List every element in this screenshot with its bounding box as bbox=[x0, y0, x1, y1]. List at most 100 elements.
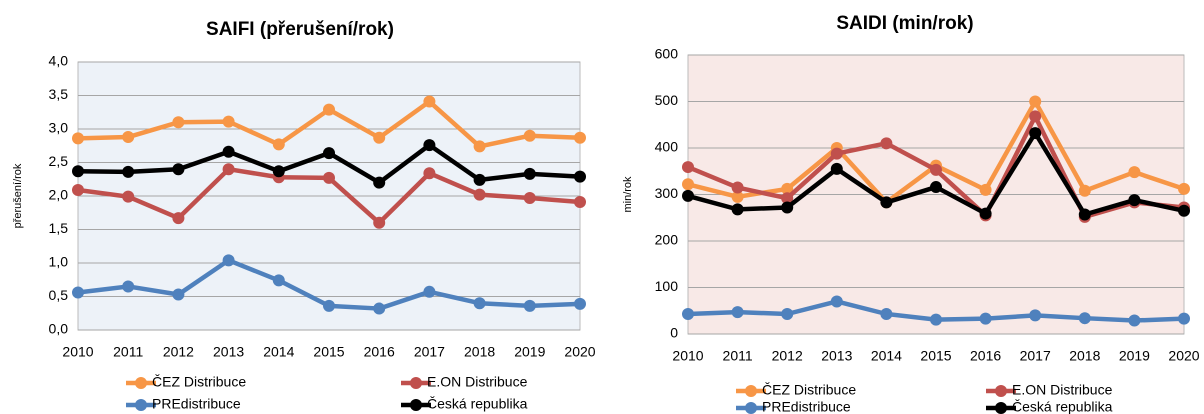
data-point bbox=[72, 183, 84, 196]
data-point bbox=[731, 203, 744, 216]
data-point bbox=[574, 196, 586, 209]
x-tick-label: 2015 bbox=[313, 344, 344, 360]
data-point bbox=[172, 288, 185, 301]
legend-label: Česká republika bbox=[427, 396, 528, 412]
data-point bbox=[830, 162, 843, 175]
data-point bbox=[473, 297, 486, 310]
x-tick-label: 2012 bbox=[772, 348, 803, 364]
data-point bbox=[72, 165, 84, 178]
y-tick-label: 1,0 bbox=[49, 254, 69, 270]
x-tick-label: 2017 bbox=[414, 344, 445, 360]
legend-label: PREdistribuce bbox=[762, 399, 851, 414]
data-point bbox=[1078, 312, 1091, 325]
data-point bbox=[122, 131, 135, 144]
legend-label: E.ON Distribuce bbox=[427, 374, 528, 390]
data-point bbox=[731, 306, 744, 319]
data-point bbox=[272, 274, 285, 287]
data-point bbox=[272, 138, 285, 151]
data-point bbox=[979, 312, 992, 325]
x-tick-label: 2014 bbox=[263, 344, 294, 360]
x-tick-label: 2017 bbox=[1020, 348, 1051, 364]
data-point bbox=[172, 212, 185, 225]
data-point bbox=[222, 115, 235, 128]
y-tick-label: 400 bbox=[655, 139, 679, 155]
data-point bbox=[1078, 208, 1091, 221]
y-tick-label: 1,5 bbox=[49, 220, 69, 236]
y-tick-label: 200 bbox=[655, 232, 679, 248]
y-tick-label: 3,5 bbox=[49, 86, 69, 102]
y-tick-label: 300 bbox=[655, 185, 679, 201]
data-point bbox=[1029, 95, 1042, 108]
y-tick-label: 0 bbox=[670, 325, 678, 341]
data-point bbox=[979, 183, 992, 196]
x-tick-label: 2011 bbox=[723, 348, 753, 364]
data-point bbox=[72, 132, 84, 145]
x-tick-label: 2012 bbox=[163, 344, 194, 360]
y-tick-label: 2,5 bbox=[49, 153, 69, 169]
x-tick-label: 2014 bbox=[871, 348, 902, 364]
y-tick-label: 100 bbox=[655, 278, 679, 294]
data-point bbox=[1128, 314, 1141, 327]
data-point bbox=[880, 308, 893, 321]
legend-marker bbox=[135, 377, 147, 389]
data-point bbox=[830, 147, 843, 160]
x-tick-label: 2018 bbox=[1069, 348, 1100, 364]
x-tick-label: 2019 bbox=[1119, 348, 1150, 364]
legend-label: Česká republika bbox=[1012, 399, 1113, 414]
legend-marker bbox=[745, 385, 757, 397]
data-point bbox=[574, 131, 586, 144]
data-point bbox=[523, 299, 536, 312]
x-tick-label: 2010 bbox=[62, 344, 93, 360]
x-tick-label: 2013 bbox=[821, 348, 852, 364]
y-tick-label: 600 bbox=[655, 46, 679, 62]
data-point bbox=[172, 163, 185, 176]
data-point bbox=[979, 207, 992, 220]
data-point bbox=[880, 196, 893, 209]
data-point bbox=[423, 95, 436, 108]
data-point bbox=[682, 189, 694, 202]
data-point bbox=[473, 173, 486, 186]
data-point bbox=[323, 103, 335, 116]
data-point bbox=[1178, 182, 1190, 195]
data-point bbox=[781, 192, 794, 205]
data-point bbox=[122, 165, 135, 178]
data-point bbox=[1128, 166, 1141, 179]
data-point bbox=[423, 167, 436, 180]
x-tick-label: 2020 bbox=[1168, 348, 1199, 364]
y-tick-label: 0,5 bbox=[49, 287, 69, 303]
data-point bbox=[1078, 184, 1091, 197]
data-point bbox=[731, 181, 744, 194]
chart-title: SAIFI (přerušení/rok) bbox=[206, 19, 394, 40]
data-point bbox=[523, 192, 536, 205]
data-point bbox=[930, 181, 942, 194]
x-tick-label: 2015 bbox=[920, 348, 951, 364]
data-point bbox=[1128, 194, 1141, 207]
y-tick-label: 500 bbox=[655, 92, 679, 108]
data-point bbox=[323, 171, 335, 184]
y-tick-label: 2,0 bbox=[49, 187, 69, 203]
legend-marker bbox=[745, 402, 757, 414]
legend-marker bbox=[995, 385, 1007, 397]
legend-label: PREdistribuce bbox=[152, 396, 241, 412]
y-axis-label: min/rok bbox=[622, 176, 634, 213]
data-point bbox=[781, 308, 794, 321]
data-point bbox=[1178, 312, 1190, 325]
data-point bbox=[682, 161, 694, 174]
chart-title: SAIDI (min/rok) bbox=[836, 13, 973, 34]
data-point bbox=[930, 313, 942, 326]
data-point bbox=[574, 297, 586, 310]
x-tick-label: 2016 bbox=[970, 348, 1001, 364]
data-point bbox=[323, 147, 335, 160]
data-point bbox=[222, 145, 235, 158]
x-tick-label: 2020 bbox=[564, 344, 595, 360]
data-point bbox=[1029, 110, 1042, 123]
legend-label: E.ON Distribuce bbox=[1012, 382, 1113, 398]
data-point bbox=[373, 131, 386, 144]
data-point bbox=[1029, 127, 1042, 140]
data-point bbox=[682, 308, 694, 321]
data-point bbox=[122, 190, 135, 203]
legend-marker bbox=[135, 399, 147, 411]
data-point bbox=[523, 129, 536, 142]
x-tick-label: 2010 bbox=[672, 348, 703, 364]
